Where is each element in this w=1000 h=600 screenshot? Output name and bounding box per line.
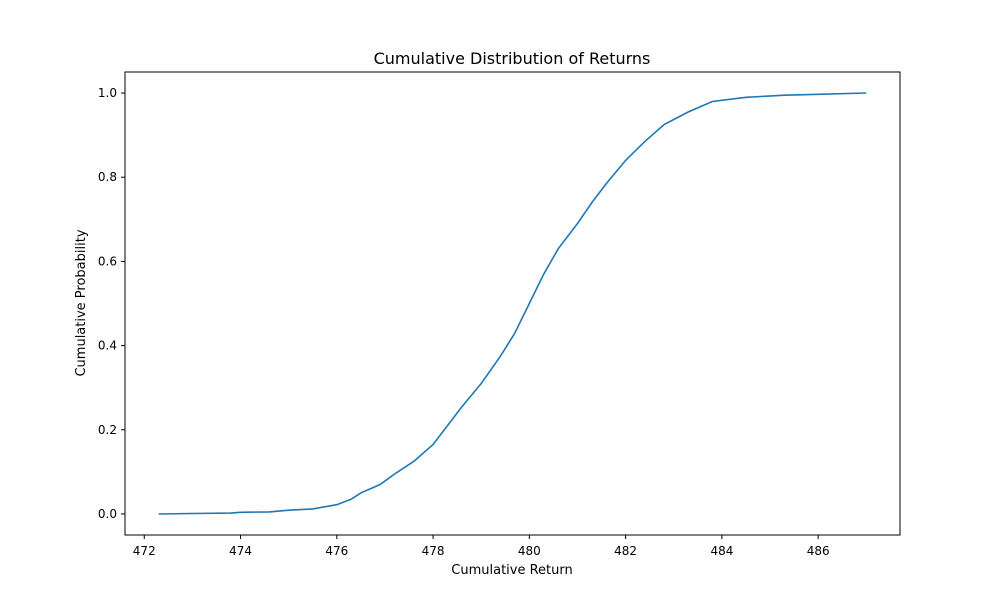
y-tick-label: 0.6 <box>98 254 117 268</box>
y-axis: 0.0 0.2 0.4 0.6 0.8 1.0 <box>98 86 125 521</box>
x-tick-label: 480 <box>518 544 541 558</box>
x-tick-label: 472 <box>133 544 156 558</box>
y-tick-label: 0.0 <box>98 507 117 521</box>
y-tick-label: 0.4 <box>98 339 117 353</box>
x-tick-label: 474 <box>229 544 252 558</box>
y-tick-label: 0.2 <box>98 423 117 437</box>
x-axis-label: Cumulative Return <box>451 563 572 578</box>
x-tick-label: 484 <box>710 544 733 558</box>
plot-area <box>124 71 901 536</box>
y-axis-label: Cumulative Probability <box>74 229 89 376</box>
chart-title: Cumulative Distribution of Returns <box>374 49 651 68</box>
x-axis: 472 474 476 478 480 482 484 486 <box>133 535 830 558</box>
x-tick-label: 478 <box>422 544 445 558</box>
y-tick-label: 0.8 <box>98 170 117 184</box>
x-tick-label: 486 <box>807 544 830 558</box>
cdf-line-series <box>158 92 867 515</box>
y-tick-label: 1.0 <box>98 86 117 100</box>
x-tick-label: 482 <box>614 544 637 558</box>
x-tick-label: 476 <box>325 544 348 558</box>
